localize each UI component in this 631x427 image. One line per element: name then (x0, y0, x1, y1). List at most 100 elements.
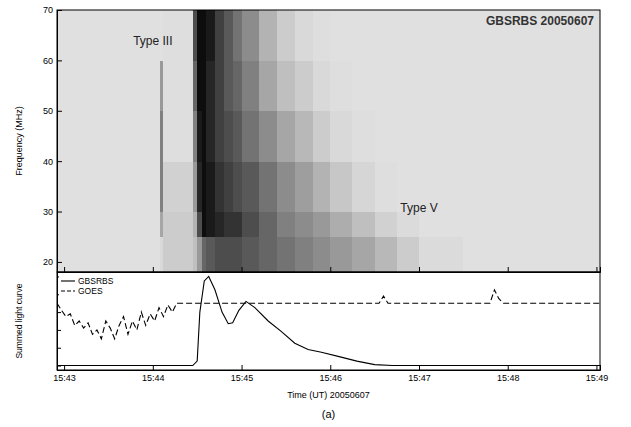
heat-cell (295, 10, 313, 61)
heat-cell (57, 212, 109, 238)
heat-cell (259, 212, 277, 238)
tick-label: 50 (43, 106, 53, 116)
tick (508, 267, 509, 272)
tick-mark (508, 267, 509, 272)
heatmap (57, 10, 600, 272)
tick (242, 267, 243, 272)
tick: 30 (43, 207, 62, 217)
heat-cell (57, 10, 109, 61)
heat-cell (202, 237, 207, 272)
heat-cell (233, 161, 242, 212)
heat-cell (233, 60, 242, 111)
tick-mark (57, 60, 62, 61)
heat-cell (202, 10, 207, 61)
heat-cell (215, 111, 224, 162)
tick-mark (242, 267, 243, 272)
legend-background (59, 275, 117, 297)
heat-cell (160, 111, 164, 162)
heat-cell (313, 60, 331, 111)
chart: 203040506070GBSRBS 20050607Frequency (MH… (0, 0, 631, 427)
axis-line (58, 365, 601, 371)
heat-cell (295, 237, 313, 272)
heat-cell (295, 212, 313, 238)
heat-cell (57, 237, 109, 272)
tick (64, 267, 65, 272)
tick: 15:45 (231, 365, 254, 383)
heat-cell (259, 161, 277, 212)
tick-mark (64, 267, 65, 272)
heat-cell (193, 111, 198, 162)
heat-cell (313, 111, 331, 162)
heat-cell (277, 212, 295, 238)
annotation: Type III (133, 34, 172, 48)
tick: 15:48 (497, 365, 520, 383)
heat-cell (330, 161, 353, 212)
tick-mark (57, 111, 62, 112)
tick-mark (57, 212, 62, 213)
heat-cell (330, 111, 353, 162)
heat-cell (508, 237, 553, 272)
tick-label: 70 (43, 5, 53, 15)
heat-cell (215, 212, 224, 238)
heat-cell (295, 161, 313, 212)
series-line (57, 276, 600, 365)
legend-label: GBSRBS (78, 276, 114, 286)
heat-cell (193, 60, 198, 111)
heat-cell (215, 10, 224, 61)
tick-mark (57, 348, 61, 349)
tick (330, 267, 331, 272)
heat-cell (160, 161, 164, 212)
tick-mark (57, 330, 61, 331)
lines (57, 276, 600, 365)
tick-mark (57, 161, 62, 162)
tick-label: 15:49 (586, 373, 609, 383)
tick-mark (57, 262, 62, 263)
tick-mark (419, 267, 420, 272)
heat-cell (352, 237, 375, 272)
tick (57, 330, 61, 331)
legend-swatch (61, 290, 75, 291)
heat-cell (163, 237, 193, 272)
heat-cell (224, 10, 233, 61)
heat-cell (330, 10, 353, 61)
heat-cell (508, 60, 553, 111)
y-axis-title: Summed light curve (14, 283, 24, 358)
heat-cell (259, 111, 277, 162)
heat-cell (419, 237, 464, 272)
heat-cell (233, 212, 242, 238)
tick-label: 15:44 (142, 373, 165, 383)
title: GBSRBS 20050607 (486, 14, 594, 28)
heat-cell (419, 60, 464, 111)
heat-cell (352, 212, 375, 238)
heat-cell (397, 60, 420, 111)
heat-cell (242, 60, 260, 111)
heat-cell (397, 10, 420, 61)
tick (57, 312, 61, 313)
heat-cell (552, 161, 600, 212)
tick-label: 15:45 (231, 373, 254, 383)
heat-cell (163, 161, 193, 212)
heat-cell (193, 161, 198, 212)
tick-mark (596, 365, 597, 370)
tick-mark (330, 365, 331, 370)
heat-cell (206, 10, 215, 61)
tick-label: 15:43 (53, 373, 76, 383)
heat-cell (277, 111, 295, 162)
heat-cell (397, 111, 420, 162)
heat-cell (108, 212, 153, 238)
heat-cell (153, 111, 160, 162)
heat-cell (108, 237, 153, 272)
heat-cell (313, 161, 331, 212)
heat-cell (163, 111, 193, 162)
heat-cell (259, 60, 277, 111)
heat-cell (160, 60, 164, 111)
heat-cell (193, 212, 198, 238)
heat-cell (206, 237, 215, 272)
tick: 50 (43, 106, 62, 116)
heat-cell (375, 10, 398, 61)
legend-label: GOES (78, 286, 103, 296)
heat-cell (552, 237, 600, 272)
heat-cell (193, 237, 198, 272)
heat-cell (224, 111, 233, 162)
heat-cell (197, 212, 202, 238)
